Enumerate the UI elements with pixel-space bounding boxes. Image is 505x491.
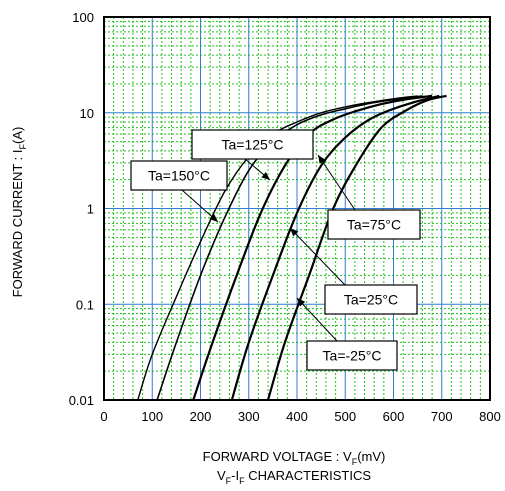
y-tick-label: 100 [72,10,94,25]
annotation-arrow-line [317,154,356,211]
annotation-box [306,340,398,371]
y-tick-label: 1 [87,202,94,217]
annotation-label: Ta=150°C [148,168,210,184]
y-axis-ticks: 0.01 0.1 1 10 100 [69,10,94,408]
annotation-arrowhead [290,228,299,237]
x-tick-label: 500 [334,409,356,424]
x-tick-label: 800 [479,409,501,424]
plot-frame [103,16,491,401]
annotation-label: Ta=25°C [344,292,398,308]
annotation-arrow-line [296,297,338,342]
annotations: Ta=125°C Ta=150°C Ta=75°C Ta=25°C Ta=-25°C [130,129,421,371]
series-line [266,94,447,401]
annotation-arrow-line [289,227,346,286]
y-tick-label: 0.01 [69,393,94,408]
annotation-box [327,209,421,240]
x-tick-label: 300 [238,409,260,424]
x-tick-label: 100 [141,409,163,424]
series-line [230,94,440,401]
annotation-box [130,160,228,191]
annotation-box [324,284,418,315]
annotation-label: Ta=125°C [221,137,283,153]
x-tick-label: 400 [286,409,308,424]
y-tick-label: 0.1 [76,297,94,312]
annotation-arrowhead [297,298,306,307]
chart-subtitle: VF-IF CHARACTERISTICS [217,468,371,486]
annotation-arrowhead [261,172,270,180]
annotation-arrowhead [209,213,218,222]
y-axis-title: FORWARD CURRENT : IF(A) [10,127,28,298]
y-tick-label: 10 [80,106,94,121]
x-tick-label: 600 [383,409,405,424]
grid-major [104,17,490,400]
annotation-label: Ta=75°C [347,217,401,233]
x-tick-label: 700 [431,409,453,424]
annotation-box [191,129,314,160]
x-axis-title: FORWARD VOLTAGE : VF(mV) [203,449,386,467]
x-axis-ticks: 0 100 200 300 400 500 600 700 800 [100,409,500,424]
annotation-label: Ta=-25°C [323,348,382,364]
x-tick-label: 0 [100,409,107,424]
annotation-arrowhead [318,155,326,164]
x-tick-label: 200 [190,409,212,424]
